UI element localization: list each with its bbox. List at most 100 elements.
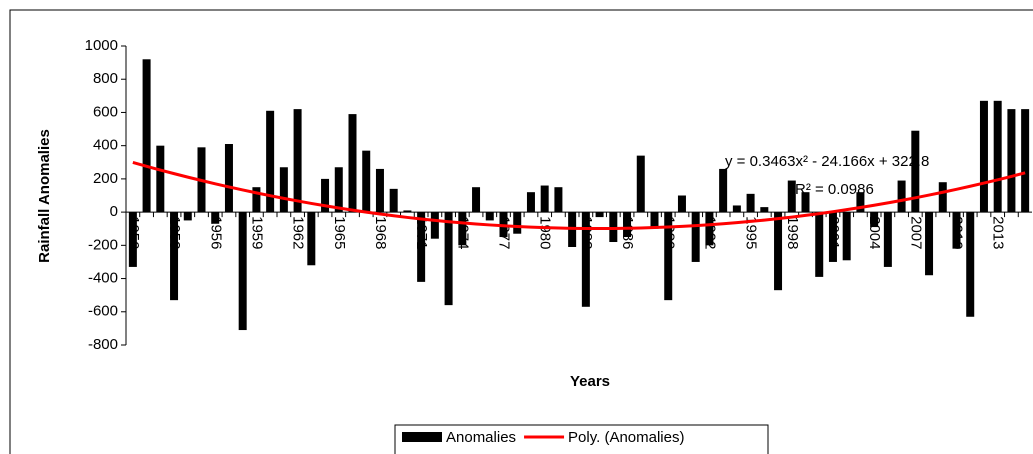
bar bbox=[801, 192, 810, 213]
bar bbox=[458, 212, 467, 246]
bar bbox=[540, 185, 549, 213]
bar bbox=[732, 205, 741, 213]
x-tick-label: 2010 bbox=[949, 216, 966, 249]
x-tick-label: 2004 bbox=[866, 216, 883, 249]
x-tick-label: 2013 bbox=[990, 216, 1007, 249]
y-tick-label: -400 bbox=[88, 270, 118, 287]
bar bbox=[774, 212, 783, 291]
bar bbox=[375, 168, 384, 213]
x-tick-label: 1953 bbox=[166, 216, 183, 249]
bar bbox=[554, 187, 563, 213]
y-tick-label: 0 bbox=[110, 203, 118, 220]
bar bbox=[719, 168, 728, 213]
y-axis-label: Rainfall Anomalies bbox=[36, 129, 53, 263]
bar bbox=[334, 167, 343, 213]
bar bbox=[485, 212, 494, 221]
bar bbox=[183, 212, 192, 221]
bar bbox=[128, 212, 137, 267]
bar bbox=[691, 212, 700, 262]
y-tick-label: 1000 bbox=[85, 37, 118, 54]
trend-line bbox=[132, 160, 1026, 231]
bar bbox=[252, 187, 261, 213]
bar bbox=[787, 180, 796, 213]
bar bbox=[417, 212, 426, 282]
bar bbox=[993, 100, 1002, 213]
x-tick-label: 1950 bbox=[125, 216, 142, 249]
x-tick-label: 1980 bbox=[537, 216, 554, 249]
bar bbox=[760, 207, 769, 213]
x-tick-label: 1965 bbox=[331, 216, 348, 249]
bar bbox=[472, 187, 481, 213]
legend-label: Poly. (Anomalies) bbox=[568, 429, 684, 446]
bar bbox=[224, 144, 233, 213]
bar bbox=[581, 212, 590, 307]
x-tick-label: 1956 bbox=[207, 216, 224, 249]
bar bbox=[266, 110, 275, 213]
bar bbox=[362, 150, 371, 213]
trend-r-squared: R² = 0.0986 bbox=[795, 181, 874, 198]
y-tick-label: -200 bbox=[88, 236, 118, 253]
bar bbox=[595, 212, 604, 218]
bar bbox=[430, 212, 439, 239]
bar bbox=[403, 210, 412, 213]
x-tick-label: 1983 bbox=[578, 216, 595, 249]
y-tick-label: 600 bbox=[93, 103, 118, 120]
bar bbox=[636, 155, 645, 213]
bar bbox=[348, 114, 357, 213]
bar bbox=[238, 212, 247, 331]
bar bbox=[526, 192, 535, 213]
bar bbox=[623, 212, 632, 238]
bar bbox=[444, 212, 453, 306]
legend-box bbox=[394, 424, 769, 454]
bar bbox=[705, 212, 714, 246]
bar bbox=[170, 212, 179, 301]
x-axis-label: Years bbox=[570, 373, 610, 390]
bar bbox=[1021, 109, 1030, 213]
bar bbox=[883, 212, 892, 267]
x-tick-label: 1986 bbox=[619, 216, 636, 249]
x-tick-label: 1968 bbox=[372, 216, 389, 249]
bar bbox=[856, 192, 865, 213]
bar bbox=[664, 212, 673, 301]
legend-swatch bbox=[402, 432, 442, 442]
bar bbox=[746, 193, 755, 213]
bar bbox=[293, 109, 302, 213]
x-tick-label: 1971 bbox=[413, 216, 430, 249]
bar bbox=[815, 212, 824, 277]
bar bbox=[321, 178, 330, 213]
bar bbox=[513, 212, 522, 234]
x-tick-label: 1989 bbox=[660, 216, 677, 249]
bar bbox=[389, 188, 398, 213]
y-tick-label: -800 bbox=[88, 336, 118, 353]
x-tick-label: 2001 bbox=[825, 216, 842, 249]
bar bbox=[870, 212, 879, 228]
y-tick-label: 200 bbox=[93, 170, 118, 187]
legend-label: Anomalies bbox=[446, 429, 516, 446]
x-tick-label: 1992 bbox=[701, 216, 718, 249]
bar bbox=[156, 145, 165, 213]
bar bbox=[966, 212, 975, 317]
bar bbox=[211, 212, 220, 224]
x-tick-label: 2007 bbox=[907, 216, 924, 249]
chart-border bbox=[9, 9, 1033, 454]
y-tick-label: 400 bbox=[93, 137, 118, 154]
y-tick-label: -600 bbox=[88, 303, 118, 320]
bar bbox=[650, 212, 659, 229]
x-tick-label: 1977 bbox=[496, 216, 513, 249]
x-tick-label: 1959 bbox=[248, 216, 265, 249]
bar bbox=[979, 100, 988, 213]
bar bbox=[142, 59, 151, 213]
bar bbox=[911, 130, 920, 213]
bar bbox=[279, 167, 288, 213]
bar bbox=[952, 212, 961, 249]
bar bbox=[828, 212, 837, 262]
bar bbox=[677, 195, 686, 213]
bar bbox=[307, 212, 316, 266]
x-tick-label: 1962 bbox=[290, 216, 307, 249]
x-tick-label: 1998 bbox=[784, 216, 801, 249]
y-tick-label: 800 bbox=[93, 70, 118, 87]
x-tick-label: 1995 bbox=[743, 216, 760, 249]
trend-equation: y = 0.3463x² - 24.166x + 322.8 bbox=[725, 153, 929, 170]
